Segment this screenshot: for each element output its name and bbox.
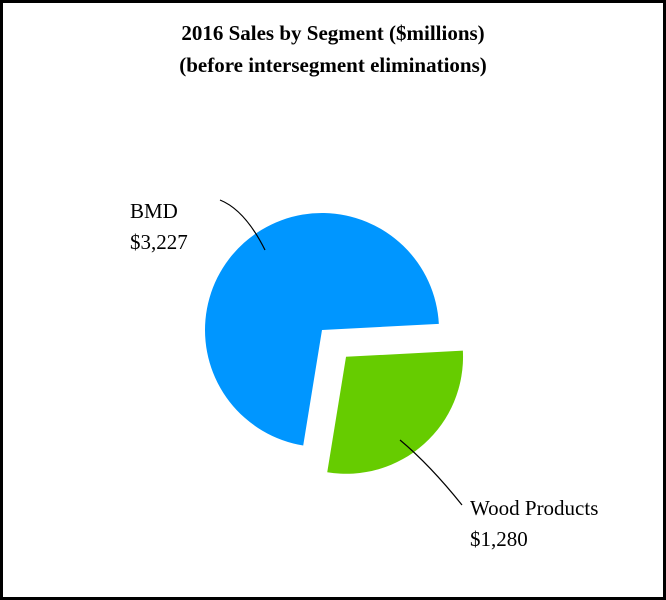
leader-line [399, 439, 463, 506]
chart-subtitle: (before intersegment eliminations) [179, 53, 487, 77]
leader-line [219, 199, 266, 251]
slice-label: Wood Products [470, 496, 598, 520]
slice-label: BMD [130, 199, 178, 223]
value-label: $1,280 [470, 527, 528, 551]
pie-slice [327, 350, 464, 474]
value-label: $3,227 [130, 230, 188, 254]
chart-title: 2016 Sales by Segment ($millions) [181, 21, 484, 45]
pie-slice [205, 212, 439, 446]
